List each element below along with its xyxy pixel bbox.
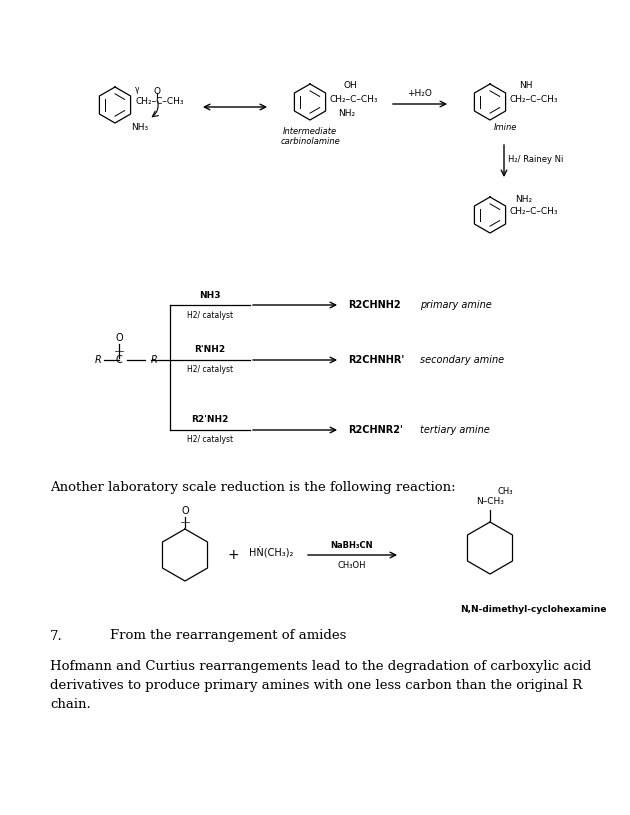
Text: R2'NH2: R2'NH2 xyxy=(192,416,229,425)
Text: NH₂: NH₂ xyxy=(338,108,355,117)
Text: R2CHNH2: R2CHNH2 xyxy=(348,300,401,310)
Text: NaBH₃CN: NaBH₃CN xyxy=(331,540,374,549)
Text: CH₂–C–CH₃: CH₂–C–CH₃ xyxy=(135,98,183,107)
Text: Hofmann and Curtius rearrangements lead to the degradation of carboxylic acid
de: Hofmann and Curtius rearrangements lead … xyxy=(50,660,592,711)
Text: R'NH2: R'NH2 xyxy=(195,346,226,355)
Text: H2/ catalyst: H2/ catalyst xyxy=(187,311,233,319)
Text: R2CHNR2': R2CHNR2' xyxy=(348,425,403,435)
Text: C: C xyxy=(116,355,122,365)
Text: OH: OH xyxy=(343,82,357,90)
Text: O: O xyxy=(154,86,161,95)
Text: +H₂O: +H₂O xyxy=(408,90,432,99)
Text: NH₃: NH₃ xyxy=(132,122,149,131)
Text: CH₂–C–CH₃: CH₂–C–CH₃ xyxy=(510,208,559,217)
Text: O: O xyxy=(181,506,189,516)
Text: 7.: 7. xyxy=(50,629,63,642)
Text: H₂/ Rainey Ni: H₂/ Rainey Ni xyxy=(508,156,563,165)
Text: O: O xyxy=(115,333,123,343)
Text: Intermediate: Intermediate xyxy=(283,127,337,136)
Text: R2CHNHR': R2CHNHR' xyxy=(348,355,404,365)
Text: CH₃OH: CH₃OH xyxy=(338,561,366,570)
Text: NH: NH xyxy=(519,82,533,90)
Text: γ: γ xyxy=(135,85,139,94)
Text: carbinolamine: carbinolamine xyxy=(280,138,340,147)
Text: H2/ catalyst: H2/ catalyst xyxy=(187,365,233,375)
Text: From the rearrangement of amides: From the rearrangement of amides xyxy=(110,629,346,642)
Text: N–CH₃: N–CH₃ xyxy=(476,497,504,506)
Text: R: R xyxy=(95,355,102,365)
Text: primary amine: primary amine xyxy=(420,300,492,310)
Text: H2/ catalyst: H2/ catalyst xyxy=(187,435,233,444)
Text: NH₂: NH₂ xyxy=(515,195,532,204)
Text: R: R xyxy=(151,355,158,365)
Text: Another laboratory scale reduction is the following reaction:: Another laboratory scale reduction is th… xyxy=(50,481,455,494)
Text: NH3: NH3 xyxy=(199,290,220,299)
Text: CH₃: CH₃ xyxy=(498,487,513,496)
Text: CH₂–C–CH₃: CH₂–C–CH₃ xyxy=(510,95,559,104)
Text: N,N-dimethyl-cyclohexamine: N,N-dimethyl-cyclohexamine xyxy=(460,606,607,615)
Text: secondary amine: secondary amine xyxy=(420,355,504,365)
Text: tertiary amine: tertiary amine xyxy=(420,425,490,435)
Text: CH₂–C–CH₃: CH₂–C–CH₃ xyxy=(330,95,379,104)
Text: +: + xyxy=(227,548,239,562)
Text: HṄ(CH₃)₂: HṄ(CH₃)₂ xyxy=(249,548,294,559)
Text: Imine: Imine xyxy=(494,124,517,133)
